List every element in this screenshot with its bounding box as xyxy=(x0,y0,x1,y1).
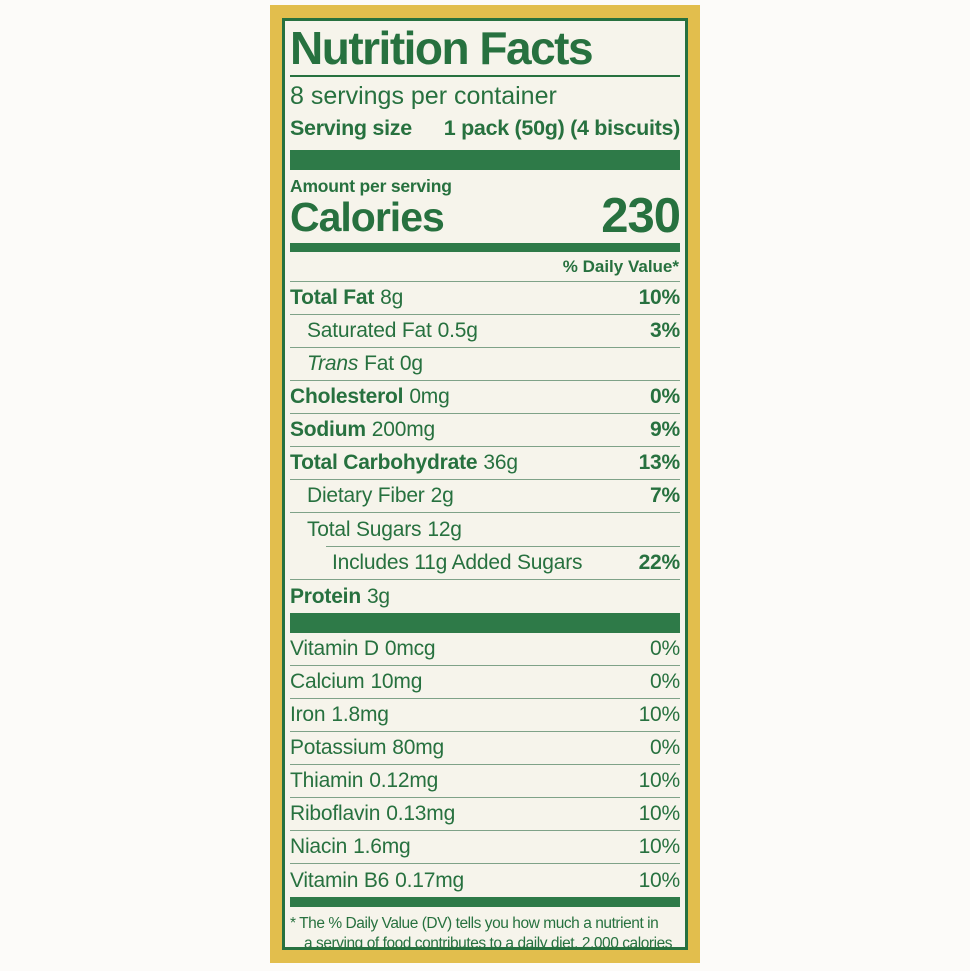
daily-value: 0% xyxy=(650,670,680,694)
nutrient-amount: 2g xyxy=(430,484,454,508)
nutrient-name-italic: Trans xyxy=(307,352,359,376)
daily-value: 13% xyxy=(638,451,681,475)
daily-value: 10% xyxy=(638,835,681,859)
title-divider xyxy=(290,74,680,77)
nutrient-amount: 0g xyxy=(399,352,423,376)
serving-size-label: Serving size xyxy=(290,115,412,140)
nutrition-label-panel: Nutrition Facts 8 servings per container… xyxy=(282,18,688,950)
footnote-line: * The % Daily Value (DV) tells you how m… xyxy=(290,915,659,933)
nutrient-name: Total Sugars xyxy=(307,517,422,541)
daily-value-header: % Daily Value* xyxy=(290,252,680,283)
vitamin-row-vitamin-d: Vitamin D 0mcg 0% xyxy=(290,633,680,667)
nutrient-name: Protein xyxy=(290,584,361,608)
serving-size-row: Serving size 1 pack (50g) (4 biscuits) xyxy=(290,116,680,141)
nutrient-name: Sodium xyxy=(290,418,366,442)
nutrient-row-cholesterol: Cholesterol 0mg 0% xyxy=(290,381,680,415)
vitamin-row-riboflavin: Riboflavin 0.13mg 10% xyxy=(290,798,681,832)
footnote-line: a serving of food contributes to a daily… xyxy=(304,935,673,950)
nutrient-row-total-carbohydrate: Total Carbohydrate 36g 13% xyxy=(290,447,681,481)
nutrient-name: Total Carbohydrate xyxy=(290,451,478,475)
daily-value: 10% xyxy=(638,868,681,892)
vitamin-row-niacin: Niacin 1.6mg 10% xyxy=(290,831,681,865)
daily-value: 9% xyxy=(650,418,680,442)
nutrient-row-saturated-fat: Saturated Fat 0.5g 3% xyxy=(290,315,680,349)
vitamin-row-potassium: Potassium 80mg 0% xyxy=(290,732,680,766)
daily-value: 10% xyxy=(638,802,681,826)
calories-label: Calories xyxy=(290,194,445,241)
nutrient-amount: 8g xyxy=(380,286,404,310)
nutrient-name: Includes 11g Added Sugars xyxy=(332,551,583,575)
nutrient-amount: 1.8mg xyxy=(331,703,389,727)
nutrient-amount: 0mg xyxy=(409,385,450,409)
nutrient-amount: 0.12mg xyxy=(369,769,439,793)
nutrient-name: Potassium xyxy=(290,736,387,760)
daily-value-footnote: * The % Daily Value (DV) tells you how m… xyxy=(290,907,680,950)
indented-divider xyxy=(326,546,680,548)
nutrient-amount: 0.17mg xyxy=(395,868,465,892)
calories-row: Calories 230 xyxy=(290,188,681,243)
nutrient-amount: 0.5g xyxy=(437,319,478,343)
nutrient-name: Thiamin xyxy=(290,769,364,793)
nutrient-name: Total Fat xyxy=(290,286,375,310)
nutrient-name: Vitamin D xyxy=(290,637,379,661)
nutrient-row-trans-fat: Trans Fat 0g xyxy=(290,348,680,382)
nutrient-amount: 12g xyxy=(427,517,462,541)
amount-per-serving: Amount per serving xyxy=(290,175,452,196)
nutrient-name: Vitamin B6 xyxy=(290,868,390,892)
nutrient-amount: 80mg xyxy=(392,736,444,760)
section-bar-top xyxy=(290,149,680,170)
nutrient-name: Saturated Fat xyxy=(307,319,432,343)
servings-per-container: 8 servings per container xyxy=(290,81,557,110)
nutrient-amount: 1.6mg xyxy=(353,835,411,859)
daily-value: 22% xyxy=(638,551,681,575)
daily-value: 0% xyxy=(650,736,680,760)
nutrient-row-dietary-fiber: Dietary Fiber 2g 7% xyxy=(290,480,680,514)
section-bar-footnote xyxy=(290,897,680,908)
daily-value: 7% xyxy=(650,484,680,508)
nutrient-amount: 0mcg xyxy=(384,637,436,661)
vitamin-row-thiamin: Thiamin 0.12mg 10% xyxy=(290,765,681,799)
nutrient-amount: 0.13mg xyxy=(386,802,456,826)
section-bar-calories xyxy=(290,243,680,253)
nutrient-name: Calcium xyxy=(290,670,365,694)
calories-value: 230 xyxy=(601,188,681,243)
nutrient-row-sodium: Sodium 200mg 9% xyxy=(290,414,680,448)
daily-value: 3% xyxy=(650,319,680,343)
label-title: Nutrition Facts xyxy=(290,22,594,74)
nutrient-amount: 10mg xyxy=(370,670,423,694)
vitamin-row-vitamin-b6: Vitamin B6 0.17mg 10% xyxy=(290,864,680,897)
nutrient-amount: 200mg xyxy=(371,418,436,442)
daily-value: 0% xyxy=(650,637,680,661)
vitamin-row-iron: Iron 1.8mg 10% xyxy=(290,699,681,733)
nutrient-name: Iron xyxy=(290,703,326,727)
daily-value: 10% xyxy=(638,703,681,727)
daily-value: 0% xyxy=(650,385,680,409)
nutrient-row-total-fat: Total Fat 8g 10% xyxy=(290,282,681,316)
nutrient-row-added-sugars: Includes 11g Added Sugars 22% xyxy=(290,547,681,581)
nutrient-row-protein: Protein 3g xyxy=(290,580,680,613)
daily-value: 10% xyxy=(638,769,681,793)
nutrient-name: Dietary Fiber xyxy=(307,484,425,508)
section-bar-vitamins xyxy=(290,613,680,634)
nutrient-amount: 36g xyxy=(483,451,518,475)
nutrient-name: Cholesterol xyxy=(290,385,404,409)
serving-size-value: 1 pack (50g) (4 biscuits) xyxy=(443,115,681,140)
nutrient-name: Niacin xyxy=(290,835,348,859)
vitamin-row-calcium: Calcium 10mg 0% xyxy=(290,666,680,700)
nutrient-row-total-sugars: Total Sugars 12g xyxy=(290,513,680,546)
nutrient-name: Fat xyxy=(364,352,394,376)
daily-value: 10% xyxy=(638,286,681,310)
nutrient-amount: 3g xyxy=(366,584,390,608)
nutrient-name: Riboflavin xyxy=(290,802,381,826)
nutrition-label: Nutrition Facts 8 servings per container… xyxy=(270,5,700,963)
